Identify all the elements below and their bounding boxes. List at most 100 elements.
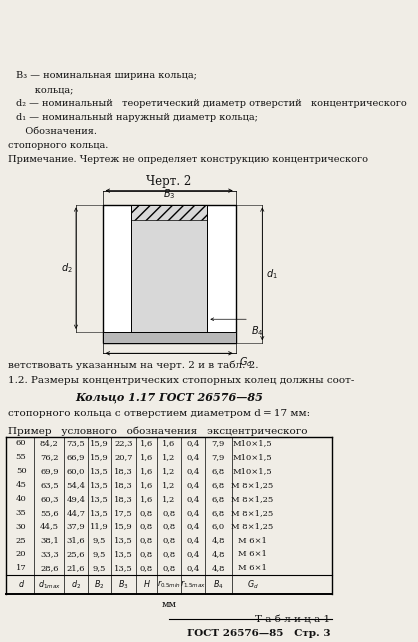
Text: 0,8: 0,8 — [162, 523, 176, 531]
Text: Т а б л и ц а 1: Т а б л и ц а 1 — [255, 616, 331, 625]
Text: 13,5: 13,5 — [90, 481, 109, 489]
Text: 37,9: 37,9 — [66, 523, 85, 531]
Text: Черт. 2: Черт. 2 — [146, 175, 192, 188]
Text: 76,2: 76,2 — [40, 453, 59, 462]
Text: 40: 40 — [16, 495, 26, 503]
Text: 20: 20 — [16, 550, 26, 559]
Text: 0,4: 0,4 — [186, 467, 199, 475]
Text: 0,8: 0,8 — [162, 550, 176, 559]
Text: 0,8: 0,8 — [162, 564, 176, 572]
Text: 66,9: 66,9 — [67, 453, 85, 462]
Text: ветствовать указанным на черт. 2 и в табл. 2.: ветствовать указанным на черт. 2 и в таб… — [8, 361, 258, 370]
Text: M 8×1,25: M 8×1,25 — [231, 481, 274, 489]
Text: d₂ — номинальный   теоретический диаметр отверстий   концентрического: d₂ — номинальный теоретический диаметр о… — [16, 100, 407, 108]
Text: 4,8: 4,8 — [212, 537, 225, 544]
Text: 1,6: 1,6 — [140, 467, 153, 475]
Text: 9,5: 9,5 — [92, 537, 106, 544]
Text: 0,4: 0,4 — [186, 564, 199, 572]
Text: 44,5: 44,5 — [40, 523, 59, 531]
Text: 0,8: 0,8 — [140, 537, 153, 544]
Text: 0,4: 0,4 — [186, 523, 199, 531]
Text: 50: 50 — [16, 467, 26, 475]
Text: 4,8: 4,8 — [212, 564, 225, 572]
Text: $d_2$: $d_2$ — [71, 578, 81, 591]
Text: 63,5: 63,5 — [40, 481, 59, 489]
Text: 35: 35 — [16, 508, 26, 517]
Text: 33,3: 33,3 — [40, 550, 59, 559]
Text: d: d — [18, 580, 24, 589]
Text: 4,8: 4,8 — [212, 550, 225, 559]
Text: 45: 45 — [15, 481, 26, 489]
Text: 1,2: 1,2 — [162, 495, 176, 503]
Text: $B_2$: $B_2$ — [94, 578, 104, 591]
Text: M10×1,5: M10×1,5 — [233, 467, 272, 475]
Bar — [102, 205, 236, 343]
Text: 1.2. Размеры концентрических стопорных колец должны соот-: 1.2. Размеры концентрических стопорных к… — [8, 376, 354, 385]
Text: 13,5: 13,5 — [114, 564, 133, 572]
Text: 0,4: 0,4 — [186, 481, 199, 489]
Text: M 6×1: M 6×1 — [238, 537, 267, 544]
Text: мм: мм — [162, 600, 177, 609]
Text: 1,6: 1,6 — [140, 481, 153, 489]
Text: 6,8: 6,8 — [212, 495, 225, 503]
Text: 1,6: 1,6 — [140, 453, 153, 462]
Text: 0,8: 0,8 — [162, 508, 176, 517]
Text: 38,1: 38,1 — [40, 537, 59, 544]
Text: 55: 55 — [16, 453, 26, 462]
Text: Пример   условного   обозначения   эксцентрического: Пример условного обозначения эксцентриче… — [8, 426, 307, 436]
Text: 11,9: 11,9 — [90, 523, 109, 531]
Text: 6,8: 6,8 — [212, 467, 225, 475]
Text: 15,9: 15,9 — [90, 439, 109, 447]
Text: M 6×1: M 6×1 — [238, 550, 267, 559]
Text: $d_1$: $d_1$ — [265, 267, 278, 281]
Text: M 8×1,25: M 8×1,25 — [231, 495, 274, 503]
Text: Примечание. Чертеж не определяет конструкцию концентрического: Примечание. Чертеж не определяет констру… — [8, 155, 368, 164]
Text: кольца;: кольца; — [16, 85, 74, 94]
Text: H: H — [143, 580, 149, 589]
Text: 60,3: 60,3 — [40, 495, 59, 503]
Text: 6,0: 6,0 — [212, 523, 225, 531]
Text: $d_2$: $d_2$ — [61, 261, 73, 275]
Text: 25,6: 25,6 — [67, 550, 85, 559]
Text: 25: 25 — [16, 537, 26, 544]
Text: 0,4: 0,4 — [186, 439, 199, 447]
Text: 60,0: 60,0 — [67, 467, 85, 475]
Bar — [102, 332, 236, 343]
Text: 0,8: 0,8 — [140, 508, 153, 517]
Text: 7,9: 7,9 — [212, 453, 225, 462]
Text: 0,8: 0,8 — [140, 523, 153, 531]
Text: 69,9: 69,9 — [40, 467, 59, 475]
Text: 6,8: 6,8 — [212, 508, 225, 517]
Text: 0,4: 0,4 — [186, 550, 199, 559]
Text: 0,4: 0,4 — [186, 495, 199, 503]
Text: M10×1,5: M10×1,5 — [233, 453, 272, 462]
Text: стопорного кольца с отверстием диаметром d = 17 мм:: стопорного кольца с отверстием диаметром… — [8, 410, 310, 419]
Text: 49,4: 49,4 — [66, 495, 85, 503]
Text: $B_3$: $B_3$ — [118, 578, 129, 591]
Bar — [131, 205, 207, 332]
Text: 73,5: 73,5 — [66, 439, 85, 447]
Text: 1,6: 1,6 — [140, 495, 153, 503]
Text: $B_4$: $B_4$ — [213, 578, 224, 591]
Text: 13,5: 13,5 — [114, 537, 133, 544]
Text: 84,2: 84,2 — [40, 439, 59, 447]
Text: d₁ — номинальный наружный диаметр кольца;: d₁ — номинальный наружный диаметр кольца… — [16, 113, 258, 122]
Text: $r_{0.5min}$: $r_{0.5min}$ — [157, 579, 181, 591]
Text: 13,5: 13,5 — [114, 550, 133, 559]
Text: M 6×1: M 6×1 — [238, 564, 267, 572]
Bar — [131, 205, 207, 220]
Text: 60: 60 — [16, 439, 26, 447]
Text: 9,5: 9,5 — [92, 564, 106, 572]
Text: 28,6: 28,6 — [40, 564, 59, 572]
Text: 13,5: 13,5 — [90, 467, 109, 475]
Text: 1,6: 1,6 — [162, 439, 176, 447]
Text: 15,9: 15,9 — [114, 523, 133, 531]
Text: 1,2: 1,2 — [162, 453, 176, 462]
Text: 21,6: 21,6 — [67, 564, 85, 572]
Text: 17,5: 17,5 — [114, 508, 133, 517]
Text: 44,7: 44,7 — [66, 508, 85, 517]
Text: стопорного кольца.: стопорного кольца. — [8, 141, 108, 150]
Text: 13,5: 13,5 — [90, 508, 109, 517]
Text: 18,3: 18,3 — [114, 481, 133, 489]
Text: 9,5: 9,5 — [92, 550, 106, 559]
